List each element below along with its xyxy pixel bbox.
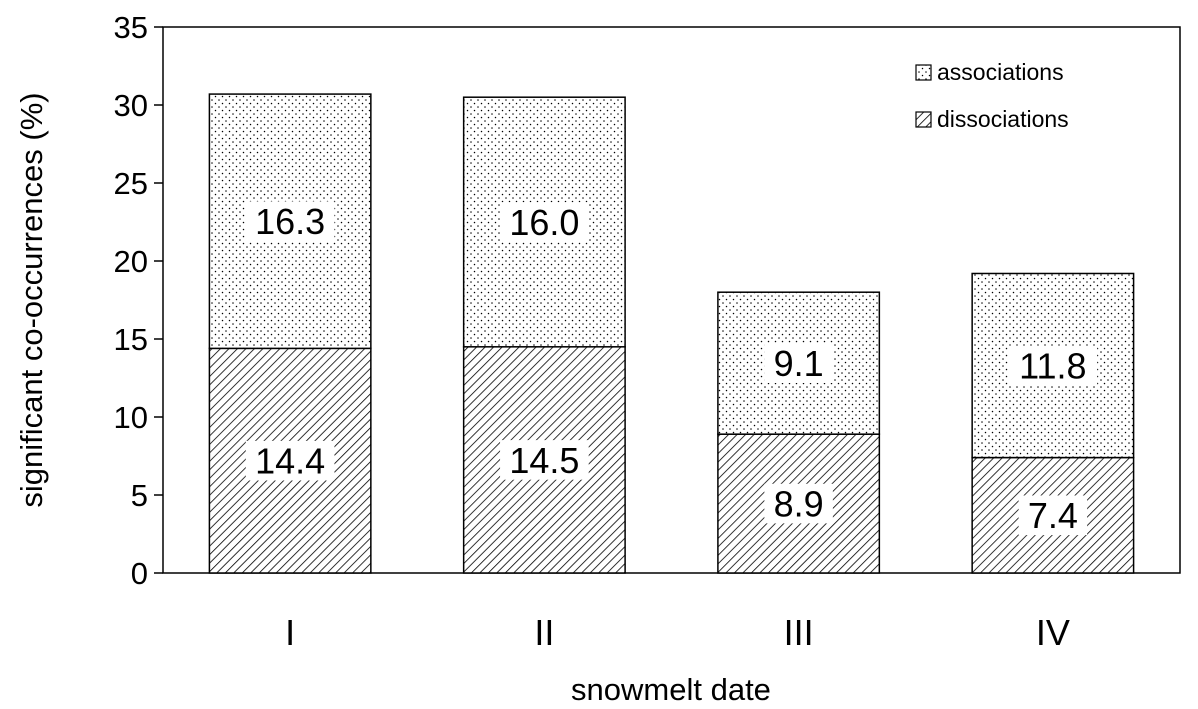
x-axis-label: snowmelt date	[571, 672, 771, 707]
data-label-bg-associations-III	[764, 343, 833, 383]
data-label-bg-associations-I	[245, 201, 335, 242]
y-tick-label-25: 25	[114, 166, 148, 201]
x-tick-label-IV: IV	[1036, 612, 1070, 653]
y-tick-label-10: 10	[114, 400, 148, 435]
y-tick-label-35: 35	[114, 10, 148, 45]
data-label-bg-dissociations-III	[764, 483, 833, 524]
y-tick-label-30: 30	[114, 88, 148, 123]
data-label-bg-dissociations-II	[500, 440, 589, 480]
legend: associations dissociations	[915, 59, 1069, 132]
plot-area	[162, 26, 1181, 574]
x-axis: I II III IV	[285, 612, 1070, 653]
data-label-dissociations-III: 8.9	[774, 484, 824, 525]
y-tick-label-20: 20	[114, 244, 148, 279]
y-tick-label-15: 15	[114, 322, 148, 357]
legend-swatch-associations	[915, 64, 932, 81]
data-label-associations-II: 16.0	[509, 202, 579, 243]
y-axis: 0 5 10 15 20 25 30 35	[114, 10, 163, 591]
y-tick-label-5: 5	[131, 478, 148, 513]
legend-label-dissociations: dissociations	[937, 106, 1069, 132]
y-axis-label: significant co-occurrences (%)	[14, 92, 49, 507]
bars: 14.4 16.3 14.5 16.0 8.9 9.1 7.4 11.8	[208, 93, 1135, 574]
x-tick-label-II: II	[534, 612, 554, 653]
data-label-bg-associations-IV	[1008, 345, 1098, 386]
data-label-associations-I: 16.3	[255, 201, 325, 242]
legend-swatch-dissociations	[915, 111, 932, 128]
data-label-bg-dissociations-IV	[1018, 495, 1088, 536]
data-label-associations-III: 9.1	[774, 343, 824, 384]
legend-label-associations: associations	[937, 59, 1064, 85]
data-label-dissociations-I: 14.4	[255, 441, 325, 482]
data-label-bg-dissociations-I	[245, 440, 335, 481]
data-label-dissociations-II: 14.5	[509, 440, 579, 481]
data-label-associations-IV: 11.8	[1019, 345, 1086, 386]
data-label-bg-associations-II	[500, 202, 589, 242]
y-tick-label-0: 0	[131, 556, 148, 591]
x-tick-label-III: III	[784, 612, 814, 653]
data-label-dissociations-IV: 7.4	[1028, 495, 1078, 536]
x-tick-label-I: I	[285, 612, 295, 653]
